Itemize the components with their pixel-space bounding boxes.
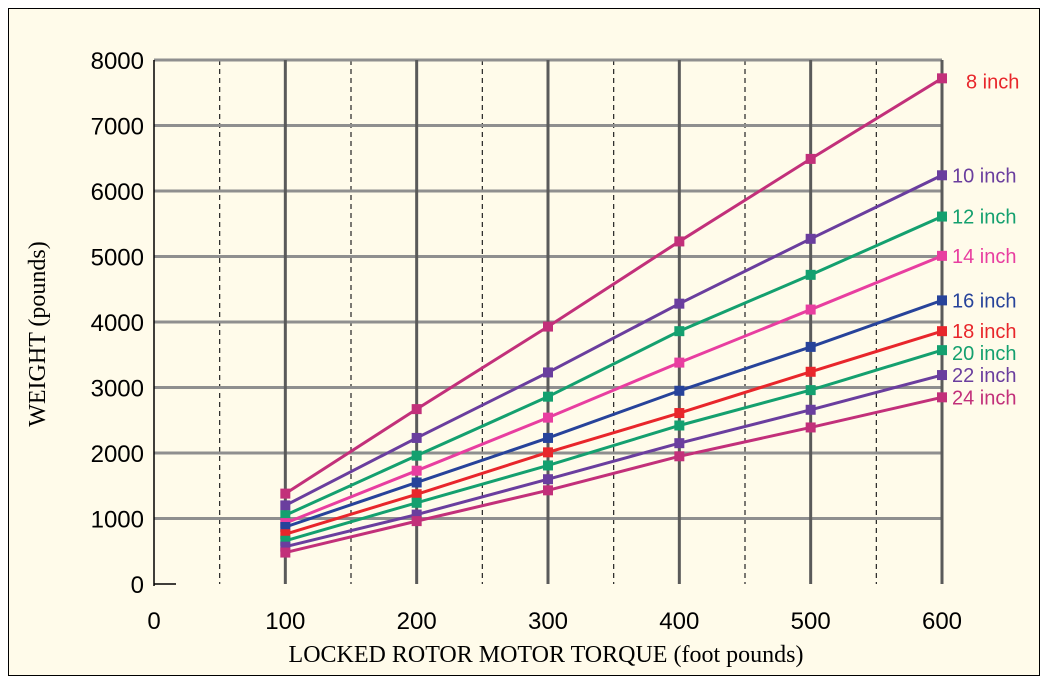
y-tick-label: 3000: [91, 376, 144, 403]
x-tick-label: 600: [922, 608, 962, 635]
data-point: [805, 341, 816, 352]
data-point: [937, 345, 947, 356]
data-point: [543, 432, 553, 443]
data-point: [543, 321, 553, 332]
data-point: [411, 497, 422, 508]
series-label: 10 inch: [952, 165, 1017, 187]
series-line: [284, 254, 943, 525]
data-point: [280, 488, 291, 499]
data-point: [280, 535, 291, 546]
x-tick-label: 300: [528, 608, 568, 635]
series-label: 24 inch: [952, 387, 1017, 409]
series-label: 22 inch: [952, 365, 1017, 387]
y-tick-label: 8000: [91, 48, 144, 75]
y-tick-label: 4000: [91, 310, 144, 337]
data-point: [937, 211, 947, 222]
data-point: [280, 500, 291, 511]
data-point: [805, 304, 816, 315]
data-point: [411, 465, 422, 476]
data-point: [543, 474, 553, 485]
y-tick-label: 5000: [91, 245, 144, 272]
series-lines: [280, 73, 947, 558]
data-point: [280, 547, 291, 558]
y-tick-label: 0: [131, 572, 144, 599]
data-point: [280, 541, 291, 552]
data-point: [674, 385, 685, 396]
weight-vs-torque-chart: 0 100 200 300 400 500 600010002000300040005000…: [25, 48, 1019, 668]
x-tick-label: 400: [659, 608, 699, 635]
data-point: [411, 509, 422, 520]
data-point: [937, 370, 947, 381]
data-point: [280, 522, 291, 533]
series-label: 16 inch: [952, 290, 1017, 312]
y-tick-label: 6000: [91, 179, 144, 206]
data-point: [543, 460, 553, 471]
data-point: [805, 153, 816, 164]
chart-frame: 0 100 200 300 400 500 600 0 1000 2000 3000 4000 5000…: [8, 8, 1040, 676]
series-labels: 8 inch 10 inch 12 inch 14 inch 16 inch 18 inc…: [952, 71, 1019, 409]
data-point: [937, 392, 947, 403]
series-line: [284, 77, 943, 495]
data-point: [543, 391, 553, 402]
data-point: [543, 485, 553, 496]
series-label: 8 inch: [966, 71, 1019, 93]
data-point: [674, 357, 685, 368]
x-tick-label: 200: [397, 608, 437, 635]
data-point: [674, 298, 685, 309]
data-point: [937, 326, 947, 337]
data-point: [280, 529, 291, 540]
data-point: [411, 516, 422, 527]
data-point: [411, 404, 422, 415]
x-axis-title: LOCKED ROTOR MOTOR TORQUE (foot pounds): [289, 642, 804, 668]
data-point: [674, 408, 685, 419]
data-point: [411, 450, 422, 461]
series-label: 12 inch: [952, 207, 1017, 229]
data-point: [937, 295, 947, 306]
data-point: [543, 447, 553, 458]
data-point: [543, 412, 553, 423]
data-point: [674, 236, 685, 247]
data-point: [543, 367, 553, 378]
data-point: [937, 170, 947, 181]
data-point: [674, 438, 685, 449]
series-line: [284, 395, 943, 555]
y-tick-label: 2000: [91, 441, 144, 468]
data-point: [674, 326, 685, 337]
data-point: [674, 420, 685, 431]
y-axis-title: WEIGHT (pounds): [25, 241, 51, 427]
series-line: [284, 215, 943, 517]
data-point: [937, 250, 947, 261]
x-tick-label: 100: [265, 608, 305, 635]
x-tick-label: 0: [147, 608, 160, 635]
y-tick-label: 1000: [91, 507, 144, 534]
data-point: [805, 366, 816, 377]
data-point: [937, 73, 947, 84]
series-label: 20 inch: [952, 343, 1017, 365]
series-line: [284, 173, 943, 507]
data-point: [805, 233, 816, 244]
series-line: [284, 373, 943, 549]
series-label: 18 inch: [952, 321, 1017, 343]
data-point: [411, 432, 422, 443]
data-point: [805, 269, 816, 280]
data-point: [280, 510, 291, 521]
data-point: [805, 385, 816, 396]
series-line: [284, 329, 943, 536]
data-point: [805, 422, 816, 433]
x-tick-label: 500: [791, 608, 831, 635]
y-tick-label: 7000: [91, 114, 144, 141]
data-point: [411, 477, 422, 488]
data-point: [411, 489, 422, 500]
series-label: 14 inch: [952, 246, 1017, 268]
data-point: [674, 451, 685, 462]
series-line: [284, 348, 943, 543]
series-line: [284, 298, 943, 529]
data-point: [805, 404, 816, 415]
tick-labels: 0 100 200 300 400 500 600010002000300040005000…: [91, 48, 962, 635]
